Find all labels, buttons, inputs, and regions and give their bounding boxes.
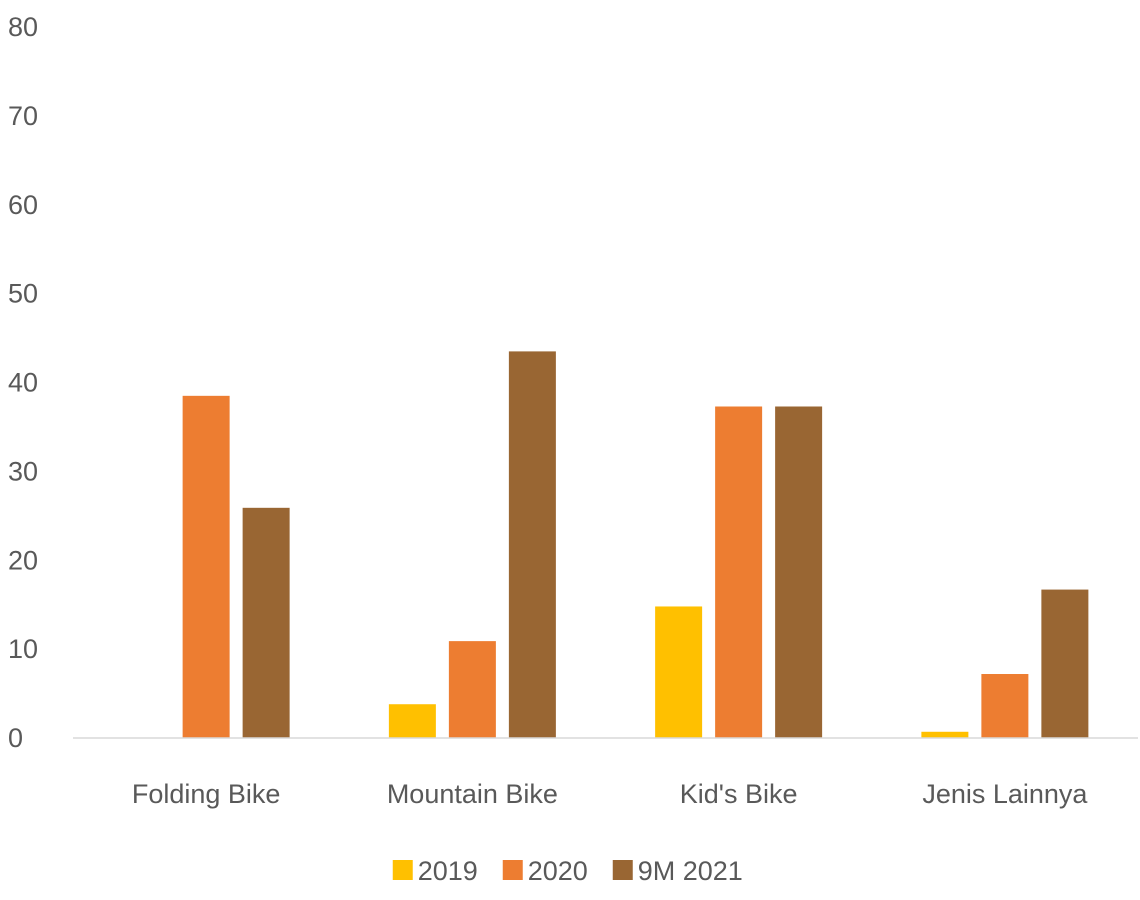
bar-2019-jenis-lainnya [921, 731, 969, 738]
x-tick-label: Mountain Bike [387, 779, 558, 809]
y-tick-label: 50 [8, 279, 38, 309]
bar-2020-jenis-lainnya [981, 674, 1029, 738]
y-axis-ticks: 0 10 20 30 40 50 60 70 80 [8, 12, 38, 753]
bar-2020-kid-s-bike [715, 406, 763, 738]
legend-swatch [392, 860, 413, 880]
bar-9m-2021-kid-s-bike [775, 406, 823, 738]
y-tick-label: 80 [8, 12, 38, 42]
bar-2020-mountain-bike [448, 641, 496, 738]
bar-2019-kid-s-bike [655, 606, 703, 738]
bar-9m-2021-folding-bike [242, 507, 290, 738]
y-tick-label: 60 [8, 190, 38, 220]
bar-9m-2021-mountain-bike [508, 351, 556, 738]
y-tick-label: 30 [8, 456, 38, 486]
y-tick-label: 10 [8, 634, 38, 664]
legend-label: 9M 2021 [638, 856, 743, 886]
x-axis-labels: Folding Bike Mountain Bike Kid's Bike Jenis… [132, 779, 1089, 809]
legend-item-9m-2021: 9M 2021 [612, 856, 743, 886]
bars [182, 351, 1089, 738]
x-tick-label: Kid's Bike [680, 779, 798, 809]
legend-label: 2020 [528, 856, 588, 886]
x-tick-label: Folding Bike [132, 779, 281, 809]
y-tick-label: 70 [8, 101, 38, 131]
y-tick-label: 40 [8, 368, 38, 398]
legend-label: 2019 [418, 856, 478, 886]
y-tick-label: 20 [8, 545, 38, 575]
bar-2019-mountain-bike [388, 704, 436, 738]
bar-2020-folding-bike [182, 395, 230, 738]
legend-item-2019: 2019 [392, 856, 478, 886]
legend-item-2020: 2020 [502, 856, 588, 886]
legend-swatch [612, 860, 633, 880]
legend-swatch [502, 860, 523, 880]
legend: 2019 2020 9M 2021 [392, 856, 743, 886]
bar-9m-2021-jenis-lainnya [1041, 589, 1089, 738]
y-tick-label: 0 [8, 723, 23, 753]
x-tick-label: Jenis Lainnya [922, 779, 1088, 809]
